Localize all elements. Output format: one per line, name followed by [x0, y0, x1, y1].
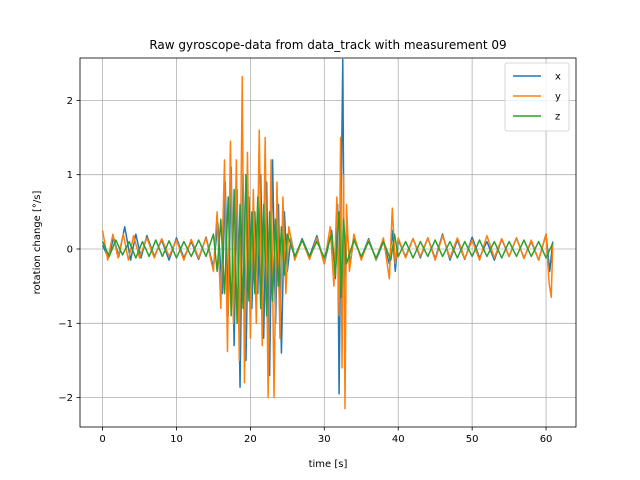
y-tick-label: −2: [58, 393, 73, 404]
x-tick-label: 10: [170, 434, 183, 445]
y-tick-label: −1: [58, 319, 73, 330]
x-tick-label: 20: [244, 434, 257, 445]
legend-label-x: x: [555, 72, 561, 83]
y-tick-label: 0: [67, 245, 73, 256]
y-axis-label: rotation change [°/s]: [32, 191, 43, 295]
legend-label-z: z: [555, 112, 560, 123]
legend-box: [504, 62, 570, 132]
y-tick-label: 1: [67, 170, 73, 181]
x-tick-label: 0: [99, 434, 105, 445]
series-line-z: [101, 173, 554, 325]
chart-title: Raw gyroscope-data from data_track with …: [149, 38, 506, 52]
legend: xyz: [504, 62, 570, 132]
x-axis-label: time [s]: [309, 459, 348, 470]
x-tick-label: 50: [466, 434, 479, 445]
x-tick-label: 40: [392, 434, 405, 445]
legend-label-y: y: [555, 92, 561, 103]
series-lines: [101, 58, 554, 410]
plot-frame: [79, 57, 577, 428]
x-tick-label: 60: [540, 434, 553, 445]
y-tick-label: 2: [67, 96, 73, 107]
axes: 0 10 20 30 40 50 60 −2 −1 0 1 2: [58, 96, 552, 445]
x-tick-label: 30: [318, 434, 331, 445]
